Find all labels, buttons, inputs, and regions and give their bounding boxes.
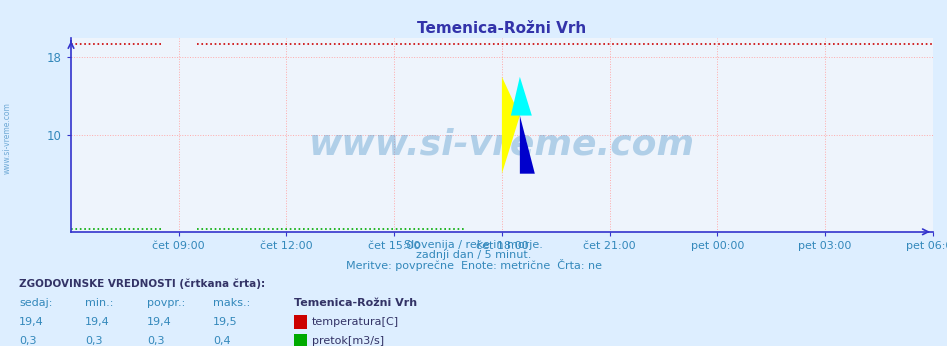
Text: 19,4: 19,4	[147, 317, 171, 327]
Text: 0,4: 0,4	[213, 336, 231, 346]
Text: maks.:: maks.:	[213, 298, 250, 308]
Text: 0,3: 0,3	[19, 336, 36, 346]
Text: pretok[m3/s]: pretok[m3/s]	[312, 336, 384, 346]
Text: Temenica-Rožni Vrh: Temenica-Rožni Vrh	[294, 298, 417, 308]
Polygon shape	[510, 77, 532, 116]
Text: zadnji dan / 5 minut.: zadnji dan / 5 minut.	[416, 250, 531, 260]
Polygon shape	[520, 116, 535, 174]
Text: www.si-vreme.com: www.si-vreme.com	[3, 102, 12, 174]
Text: Meritve: povprečne  Enote: metrične  Črta: ne: Meritve: povprečne Enote: metrične Črta:…	[346, 259, 601, 271]
Text: www.si-vreme.com: www.si-vreme.com	[309, 128, 695, 162]
Text: 19,4: 19,4	[85, 317, 110, 327]
Text: min.:: min.:	[85, 298, 114, 308]
Polygon shape	[502, 77, 520, 174]
Text: 19,4: 19,4	[19, 317, 44, 327]
Text: temperatura[C]: temperatura[C]	[312, 317, 399, 327]
Text: sedaj:: sedaj:	[19, 298, 52, 308]
Text: ZGODOVINSKE VREDNOSTI (črtkana črta):: ZGODOVINSKE VREDNOSTI (črtkana črta):	[19, 279, 265, 289]
Text: 19,5: 19,5	[213, 317, 238, 327]
Text: 0,3: 0,3	[85, 336, 102, 346]
Text: povpr.:: povpr.:	[147, 298, 185, 308]
Text: 0,3: 0,3	[147, 336, 164, 346]
Text: Slovenija / reke in morje.: Slovenija / reke in morje.	[404, 240, 543, 251]
Title: Temenica-Rožni Vrh: Temenica-Rožni Vrh	[418, 20, 586, 36]
